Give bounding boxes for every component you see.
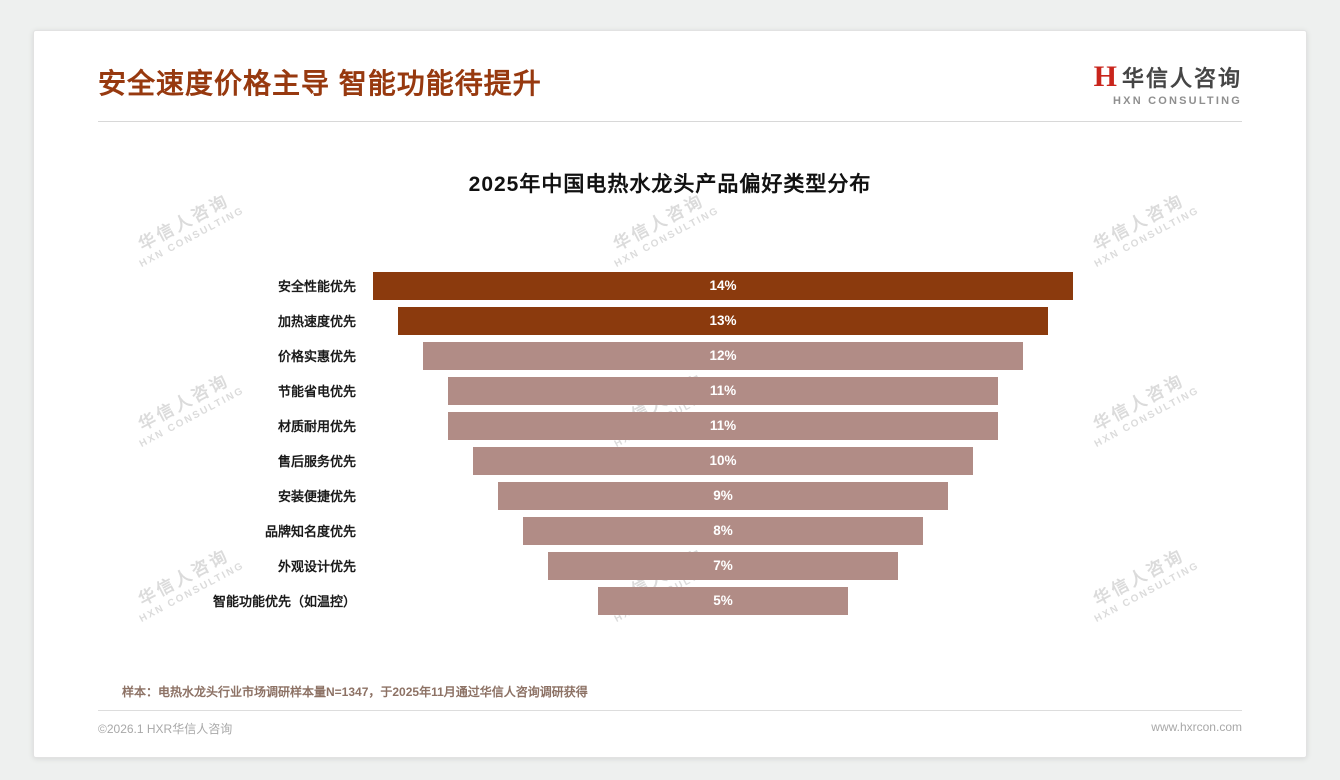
category-label: 节能省电优先	[277, 384, 356, 399]
funnel-bar: 13%	[398, 306, 1048, 335]
chart-row: 售后服务优先 10%	[98, 443, 1242, 478]
bar-track: 5%	[368, 586, 1078, 615]
funnel-bar: 12%	[423, 341, 1023, 370]
funnel-bar: 14%	[373, 271, 1073, 300]
copyright-text: ©2026.1 HXR华信人咨询	[98, 722, 233, 736]
category-label: 加热速度优先	[277, 314, 356, 329]
bar-value-label: 14%	[709, 278, 737, 293]
category-label: 智能功能优先（如温控）	[212, 594, 356, 609]
chart-row: 安装便捷优先 9%	[98, 478, 1242, 513]
footer-divider	[98, 710, 1242, 711]
bar-value-label: 11%	[709, 418, 737, 433]
bar-value-label: 9%	[713, 488, 733, 503]
bar-track: 9%	[368, 481, 1078, 510]
bar-value-label: 13%	[709, 313, 737, 328]
header-divider	[98, 121, 1242, 122]
chart-row: 品牌知名度优先 8%	[98, 513, 1242, 548]
funnel-bar: 10%	[473, 446, 973, 475]
logo-h-icon: H	[1093, 60, 1117, 93]
category-label: 安全性能优先	[277, 279, 356, 294]
bar-track: 14%	[368, 271, 1078, 300]
category-label: 品牌知名度优先	[264, 524, 356, 539]
website-text: www.hxrcon.com	[1151, 720, 1242, 734]
bar-track: 13%	[368, 306, 1078, 335]
bar-track: 7%	[368, 551, 1078, 580]
slide-content: 安全速度价格主导 智能功能待提升 H 华信人咨询 HXN CONSULTING …	[34, 31, 1306, 757]
category-label: 外观设计优先	[277, 559, 356, 574]
bar-track: 11%	[368, 376, 1078, 405]
header: 安全速度价格主导 智能功能待提升 H 华信人咨询 HXN CONSULTING	[98, 31, 1242, 108]
bar-track: 10%	[368, 446, 1078, 475]
category-label: 价格实惠优先	[277, 349, 356, 364]
chart-row: 加热速度优先 13%	[98, 303, 1242, 338]
bar-track: 12%	[368, 341, 1078, 370]
chart-row: 价格实惠优先 12%	[98, 338, 1242, 373]
company-logo: H 华信人咨询 HXN CONSULTING	[1094, 61, 1242, 108]
funnel-bar: 11%	[448, 376, 998, 405]
funnel-bar: 7%	[548, 551, 898, 580]
slide-card: 华信人咨询 HXN CONSULTING 华信人咨询 HXN CONSULTING 华信…	[33, 30, 1307, 758]
bar-value-label: 10%	[709, 453, 737, 468]
bar-track: 11%	[368, 411, 1078, 440]
chart-row: 智能功能优先（如温控） 5%	[98, 583, 1242, 618]
category-label: 材质耐用优先	[277, 419, 356, 434]
page-title: 安全速度价格主导 智能功能待提升	[98, 68, 542, 99]
footer: ©2026.1 HXR华信人咨询 www.hxrcon.com	[98, 720, 1242, 737]
funnel-bar: 8%	[523, 516, 923, 545]
funnel-chart: 安全性能优先 14% 加热速度优先 13% 价格实惠优先 12% 节能省电优先 11% 材质耐用…	[98, 268, 1242, 618]
category-label: 安装便捷优先	[277, 489, 356, 504]
logo-name: 华信人咨询	[1121, 66, 1242, 91]
chart-row: 节能省电优先 11%	[98, 373, 1242, 408]
sample-note: 样本：电热水龙头行业市场调研样本量N=1347，于2025年11月通过华信人咨询…	[122, 685, 588, 699]
category-label: 售后服务优先	[277, 454, 356, 469]
bar-track: 8%	[368, 516, 1078, 545]
logo-subtitle: HXN CONSULTING	[1113, 95, 1242, 107]
chart-row: 材质耐用优先 11%	[98, 408, 1242, 443]
bar-value-label: 7%	[713, 558, 733, 573]
bar-value-label: 11%	[709, 383, 737, 398]
bar-value-label: 12%	[709, 348, 737, 363]
chart-row: 外观设计优先 7%	[98, 548, 1242, 583]
funnel-bar: 5%	[598, 586, 848, 615]
chart-title: 2025年中国电热水龙头产品偏好类型分布	[468, 173, 872, 196]
logo-top-row: H 华信人咨询	[1094, 61, 1242, 93]
chart-row: 安全性能优先 14%	[98, 268, 1242, 303]
bar-value-label: 8%	[713, 523, 733, 538]
bar-value-label: 5%	[713, 593, 733, 608]
funnel-bar: 11%	[448, 411, 998, 440]
funnel-bar: 9%	[498, 481, 948, 510]
